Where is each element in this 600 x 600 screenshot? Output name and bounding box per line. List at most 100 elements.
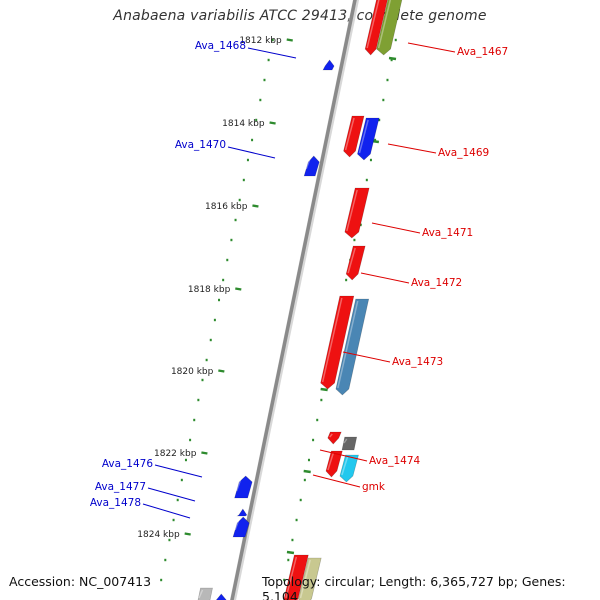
- gene-label-ava-1470[interactable]: Ava_1470: [175, 139, 226, 151]
- track-dot: [251, 138, 254, 142]
- track-dot: [259, 98, 262, 102]
- gene-label-ava-1474[interactable]: Ava_1474: [369, 455, 421, 467]
- track-dot: [394, 38, 397, 42]
- track-dot: [160, 578, 163, 582]
- tick-mark: [286, 38, 293, 42]
- genome-backbone: [230, 0, 357, 600]
- track-dot: [267, 58, 270, 62]
- gene-ava-1478: [232, 516, 250, 538]
- track-dot: [201, 378, 204, 382]
- gene-bottom-red: [283, 554, 309, 600]
- tick-mark-right: [286, 550, 295, 555]
- gene-ava-1467-a: [364, 0, 388, 56]
- tick-label: 1814 kbp: [222, 119, 265, 129]
- track-dot: [238, 198, 241, 202]
- track-dot: [287, 558, 290, 562]
- gene-label-ava-1478[interactable]: Ava_1478: [90, 497, 141, 509]
- track-dot: [230, 238, 233, 242]
- track-dot: [390, 58, 393, 62]
- track-dot: [168, 538, 171, 542]
- track-dot: [176, 498, 179, 502]
- track-dot: [374, 138, 377, 142]
- gene-bottom-silver: [197, 587, 213, 600]
- tick-label: 1816 kbp: [205, 202, 248, 212]
- tick-label: 1824 kbp: [137, 530, 180, 540]
- gene-label-ava-1477[interactable]: Ava_1477: [95, 481, 146, 493]
- track-dot: [283, 578, 286, 582]
- tick-label: 1812 kbp: [239, 36, 282, 46]
- track-dot: [205, 358, 208, 362]
- leader-line: [312, 474, 361, 488]
- leader-line: [342, 351, 391, 363]
- leader-line: [227, 146, 276, 159]
- tick-mark-right: [320, 387, 328, 392]
- track-dot: [299, 498, 302, 502]
- tick-mark: [269, 121, 276, 125]
- track-dot: [234, 218, 237, 222]
- gene-label-ava-1473[interactable]: Ava_1473: [392, 356, 443, 368]
- tick-mark-right: [388, 56, 397, 61]
- gene-layer: [197, 0, 403, 600]
- track-dot: [164, 558, 167, 562]
- tick-mark: [184, 532, 191, 536]
- gene-label-ava-1472[interactable]: Ava_1472: [411, 277, 462, 289]
- track-dot: [316, 418, 319, 422]
- leader-line: [407, 42, 456, 53]
- gene-label-ava-1468[interactable]: Ava_1468: [195, 40, 246, 52]
- gene-ava-1469-a: [343, 115, 365, 158]
- track-dot: [312, 438, 315, 442]
- gene-label-ava-1476[interactable]: Ava_1476: [102, 458, 154, 470]
- gene-ava-1476: [234, 475, 253, 499]
- gene-gmk-a: [325, 450, 343, 478]
- gene-label-gmk[interactable]: gmk: [362, 481, 386, 493]
- gene-ava-1467-b: [376, 0, 403, 56]
- gene-ava-1468: [322, 59, 335, 71]
- track-dot: [386, 78, 389, 82]
- track-dot: [180, 478, 183, 482]
- gene-label-ava-1469[interactable]: Ava_1469: [438, 147, 489, 159]
- gene-label-ava-1471[interactable]: Ava_1471: [422, 227, 473, 239]
- gene-ava-1473-b: [335, 298, 370, 396]
- track-dot: [291, 538, 294, 542]
- track-dot: [378, 118, 381, 122]
- leader-line: [154, 464, 203, 478]
- track-dot: [271, 38, 274, 42]
- track-dot: [369, 158, 372, 162]
- gene-ava-1474-a: [327, 431, 342, 445]
- track-dot: [345, 278, 348, 282]
- track-dot: [184, 458, 187, 462]
- gene-label-ava-1467[interactable]: Ava_1467: [457, 46, 508, 58]
- track-dot: [193, 418, 196, 422]
- gene-ava-1471: [344, 187, 370, 239]
- leader-line: [147, 487, 196, 502]
- leader-line: [371, 222, 421, 234]
- gene-ava-1470: [303, 155, 320, 177]
- tick-mark-right: [303, 469, 311, 474]
- track-dot: [213, 318, 216, 322]
- tick-layer: 1812 kbp 1814 kbp 1816 kbp 1818 kbp 1820 kbp…: [137, 36, 397, 555]
- track-dot: [295, 518, 298, 522]
- summary-text: Topology: circular; Length: 6,365,727 bp…: [262, 574, 566, 600]
- track-dot: [353, 238, 356, 242]
- leader-line: [142, 503, 191, 519]
- gene-ava-1474-b: [341, 436, 358, 451]
- leader-line: [387, 143, 437, 154]
- leader-line: [319, 449, 368, 462]
- gene-label-layer: Ava_1468 Ava_1470 Ava_1476 Ava_1477 Ava_1478…: [90, 40, 508, 519]
- track-dot: [255, 118, 258, 122]
- tick-label: 1822 kbp: [154, 449, 197, 459]
- tick-mark: [252, 204, 259, 208]
- tick-mark: [201, 451, 208, 455]
- track-dot: [226, 258, 229, 262]
- tick-label: 1820 kbp: [171, 367, 214, 377]
- track-dot: [303, 478, 306, 482]
- track-dot: [197, 398, 200, 402]
- tick-mark: [218, 369, 225, 373]
- track-dot: [209, 338, 212, 342]
- track-dot: [218, 298, 221, 302]
- gene-bottom-blue: [215, 593, 227, 600]
- gene-ava-1472: [345, 245, 366, 281]
- track-dot: [263, 78, 266, 82]
